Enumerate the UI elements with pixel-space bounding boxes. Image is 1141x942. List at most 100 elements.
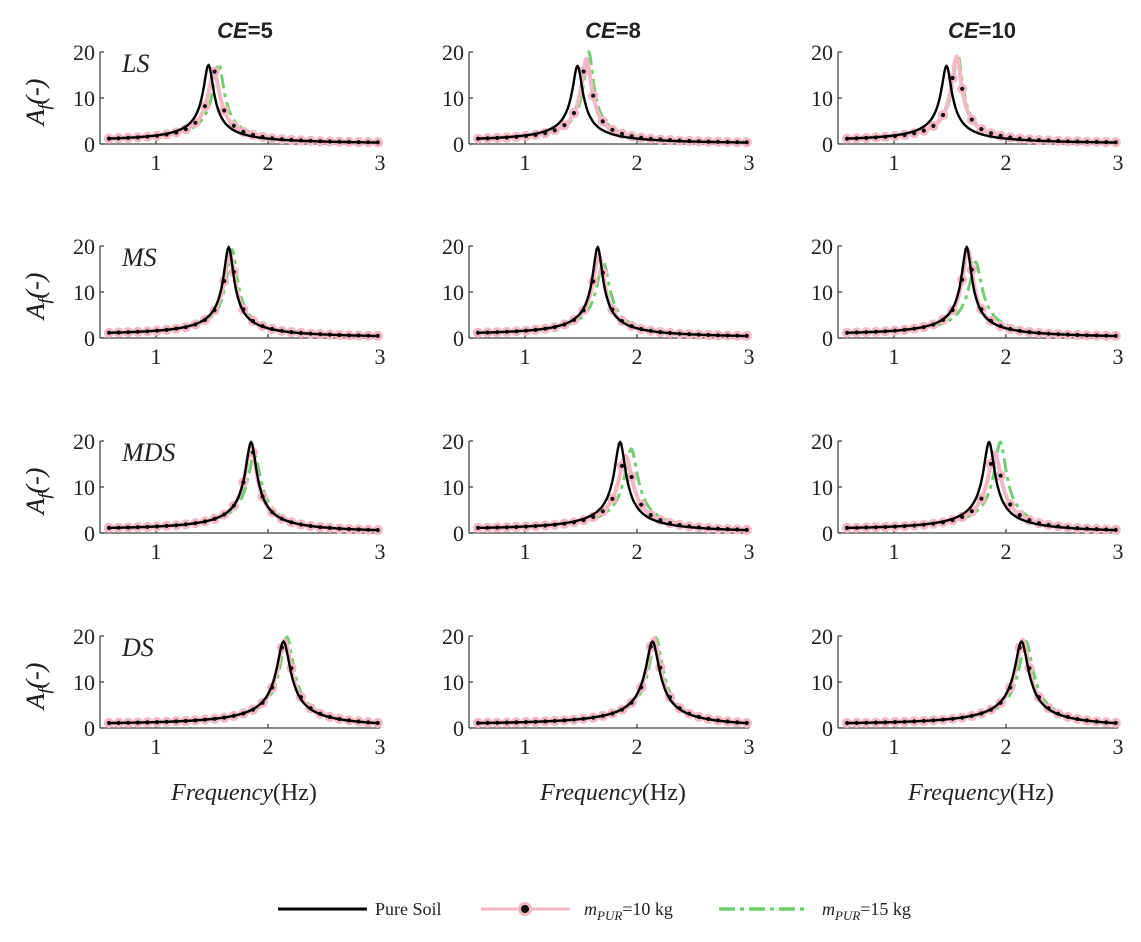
series-line-mpur10	[477, 453, 748, 532]
column-title-ce5: CE=5	[217, 18, 273, 43]
y-tick-label: 0	[453, 326, 464, 351]
series-marker-mpur10	[937, 109, 949, 121]
x-axis-label-col2: Frequency(Hz)	[539, 780, 686, 806]
column-title-ce8: CE=8	[585, 18, 641, 43]
x-tick-label: 1	[520, 539, 531, 564]
x-tick-label: 2	[263, 539, 274, 564]
x-tick-label: 1	[151, 150, 162, 175]
y-axis-label: Af(-)	[21, 79, 54, 128]
y-tick-label: 10	[442, 475, 464, 500]
x-tick-label: 3	[1113, 539, 1124, 564]
x-tick-label: 1	[151, 539, 162, 564]
series-marker-mpur10	[995, 470, 1006, 481]
y-tick-label: 0	[822, 132, 833, 157]
panel-mds-ce5: 0 10 20 1 2 3 Af(-)	[21, 429, 386, 564]
x-tick-label: 1	[520, 150, 531, 175]
y-tick-label: 0	[453, 521, 464, 546]
x-tick-label: 1	[151, 344, 162, 369]
series-line-mpur10	[846, 247, 1117, 338]
y-tick-label: 10	[811, 86, 833, 111]
series-line-pure-soil	[477, 64, 747, 144]
y-axis-label: Af(-)	[21, 273, 54, 322]
x-tick-label: 3	[375, 734, 386, 759]
legend-marker-mpur10	[518, 902, 532, 916]
x-tick-label: 2	[263, 344, 274, 369]
series-marker-mpur10	[636, 499, 647, 510]
y-tick-label: 10	[73, 670, 95, 695]
series-line-pure-soil	[108, 640, 378, 725]
x-tick-label: 2	[263, 150, 274, 175]
series-line-mpur15	[477, 260, 748, 338]
y-tick-label: 0	[822, 521, 833, 546]
x-tick-label: 3	[744, 150, 755, 175]
row-labels: LS MS MDS DS	[121, 49, 175, 662]
series-line-mpur10	[846, 450, 1117, 532]
series-marker-mpur10	[928, 120, 939, 132]
series-marker-mpur10	[976, 493, 987, 504]
x-tick-label: 2	[1001, 344, 1012, 369]
y-tick-label: 20	[811, 234, 833, 259]
series-marker-mpur10	[597, 116, 608, 127]
y-tick-label: 20	[73, 40, 95, 65]
series-line-pure-soil	[846, 245, 1116, 338]
y-tick-label: 10	[811, 475, 833, 500]
series-line-pure-soil	[846, 64, 1116, 144]
series-line-pure-soil	[477, 640, 747, 725]
y-tick-label: 20	[442, 234, 464, 259]
y-tick-label: 10	[811, 670, 833, 695]
x-tick-label: 3	[744, 344, 755, 369]
x-tick-label: 1	[520, 344, 531, 369]
x-tick-label: 2	[632, 539, 643, 564]
panel-ds-ce5: 0 10 20 1 2 3 Af(-)	[21, 624, 386, 759]
y-tick-label: 20	[73, 624, 95, 649]
y-tick-label: 20	[73, 429, 95, 454]
y-tick-label: 10	[442, 670, 464, 695]
x-tick-label: 2	[1001, 150, 1012, 175]
row-label-ls: LS	[121, 49, 149, 78]
series-marker-mpur10	[588, 90, 599, 101]
x-tick-label: 2	[1001, 734, 1012, 759]
y-tick-label: 0	[822, 716, 833, 741]
series-line-pure-soil	[846, 640, 1116, 725]
y-tick-label: 0	[453, 716, 464, 741]
y-tick-label: 10	[442, 86, 464, 111]
series-marker-mpur10	[568, 108, 580, 119]
series-line-mpur15	[477, 447, 748, 532]
y-tick-label: 0	[84, 326, 95, 351]
panel-ls-ce10: 0 10 20 1 2 3 Af(-)	[21, 40, 1124, 175]
row-label-ds: DS	[121, 633, 154, 662]
x-axis-label-col1: Frequency(Hz)	[170, 780, 317, 806]
x-tick-label: 2	[263, 734, 274, 759]
series-line-pure-soil	[846, 440, 1116, 532]
y-axis-label: Af(-)	[21, 79, 54, 128]
y-axis-label: Af(-)	[21, 468, 54, 517]
series-marker-mpur10	[559, 120, 570, 131]
y-axis-label: Af(-)	[21, 273, 54, 322]
y-tick-label: 10	[811, 280, 833, 305]
y-tick-label: 20	[442, 429, 464, 454]
x-tick-label: 3	[744, 734, 755, 759]
x-tick-label: 3	[375, 150, 386, 175]
x-axis-labels: Frequency(Hz) Frequency(Hz) Frequency(Hz…	[170, 780, 1054, 806]
series-line-pure-soil	[108, 63, 378, 144]
series-marker-mpur10	[976, 124, 987, 135]
row-label-mds: MDS	[121, 438, 175, 467]
legend-label-mpur10: mPUR=10 kg	[584, 899, 673, 923]
y-tick-label: 0	[822, 326, 833, 351]
x-tick-label: 2	[632, 150, 643, 175]
series-line-pure-soil	[477, 440, 747, 532]
x-tick-label: 1	[151, 734, 162, 759]
panel-mds-ce8: 0 10 20 1 2 3 Af(-)	[21, 429, 755, 564]
legend-label-mpur15: mPUR=15 kg	[822, 899, 911, 923]
x-tick-label: 3	[375, 344, 386, 369]
y-tick-label: 0	[84, 716, 95, 741]
x-tick-label: 3	[1113, 734, 1124, 759]
x-tick-label: 3	[375, 539, 386, 564]
series-marker-mpur10	[957, 83, 968, 94]
x-tick-label: 1	[520, 734, 531, 759]
